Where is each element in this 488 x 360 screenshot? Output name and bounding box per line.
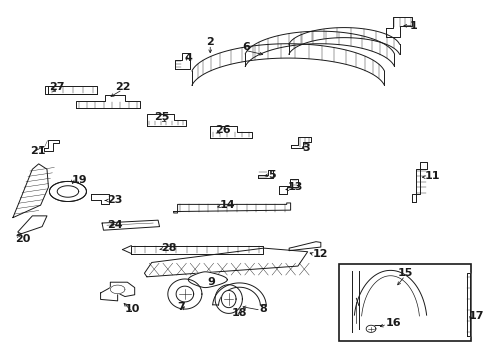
Polygon shape bbox=[13, 164, 48, 218]
Polygon shape bbox=[288, 242, 320, 251]
Polygon shape bbox=[144, 248, 307, 277]
Polygon shape bbox=[411, 162, 426, 202]
Text: 17: 17 bbox=[468, 311, 483, 321]
Text: 16: 16 bbox=[385, 319, 401, 328]
Polygon shape bbox=[279, 179, 297, 194]
Polygon shape bbox=[18, 216, 47, 234]
Polygon shape bbox=[43, 140, 59, 151]
Text: 21: 21 bbox=[30, 146, 45, 156]
Text: 26: 26 bbox=[215, 125, 230, 135]
Text: 27: 27 bbox=[49, 82, 65, 92]
Bar bbox=[339, 264, 470, 341]
Text: 10: 10 bbox=[124, 304, 140, 314]
Polygon shape bbox=[188, 272, 227, 288]
Text: 25: 25 bbox=[154, 112, 169, 122]
Text: 7: 7 bbox=[177, 302, 184, 312]
Text: 22: 22 bbox=[115, 82, 130, 92]
Text: 11: 11 bbox=[424, 171, 439, 181]
Text: 8: 8 bbox=[259, 304, 266, 314]
Polygon shape bbox=[49, 181, 86, 202]
Polygon shape bbox=[385, 17, 411, 37]
Polygon shape bbox=[212, 283, 265, 305]
Polygon shape bbox=[101, 282, 134, 301]
Polygon shape bbox=[466, 273, 469, 336]
Polygon shape bbox=[366, 325, 375, 332]
Text: 6: 6 bbox=[242, 42, 249, 52]
Polygon shape bbox=[175, 53, 189, 69]
Polygon shape bbox=[290, 137, 310, 148]
Polygon shape bbox=[167, 279, 202, 309]
Polygon shape bbox=[91, 194, 109, 204]
Polygon shape bbox=[191, 44, 384, 85]
Polygon shape bbox=[146, 114, 185, 126]
Text: 1: 1 bbox=[409, 21, 417, 31]
Text: 12: 12 bbox=[312, 248, 327, 258]
Polygon shape bbox=[258, 170, 272, 178]
Text: 28: 28 bbox=[161, 243, 177, 253]
Text: 14: 14 bbox=[220, 200, 235, 210]
Polygon shape bbox=[57, 186, 79, 197]
Polygon shape bbox=[221, 291, 236, 308]
Polygon shape bbox=[176, 286, 193, 302]
Text: 5: 5 bbox=[267, 170, 275, 180]
Polygon shape bbox=[110, 285, 125, 294]
Polygon shape bbox=[215, 285, 242, 314]
Polygon shape bbox=[288, 28, 399, 54]
Text: 4: 4 bbox=[184, 53, 192, 63]
Text: 20: 20 bbox=[15, 234, 31, 244]
Polygon shape bbox=[76, 95, 139, 108]
Text: 15: 15 bbox=[397, 268, 412, 278]
Text: 19: 19 bbox=[71, 175, 87, 185]
Text: 18: 18 bbox=[231, 308, 247, 318]
Polygon shape bbox=[361, 276, 419, 316]
Text: 24: 24 bbox=[107, 220, 122, 230]
Polygon shape bbox=[102, 220, 159, 230]
Polygon shape bbox=[131, 246, 263, 253]
Polygon shape bbox=[245, 31, 394, 66]
Polygon shape bbox=[354, 270, 426, 315]
Text: 3: 3 bbox=[302, 143, 310, 153]
Text: 2: 2 bbox=[206, 37, 214, 47]
Polygon shape bbox=[210, 126, 251, 138]
Polygon shape bbox=[173, 203, 290, 213]
Text: 23: 23 bbox=[107, 195, 122, 205]
Text: 9: 9 bbox=[207, 277, 215, 287]
Text: 13: 13 bbox=[287, 182, 303, 192]
Polygon shape bbox=[48, 86, 97, 94]
